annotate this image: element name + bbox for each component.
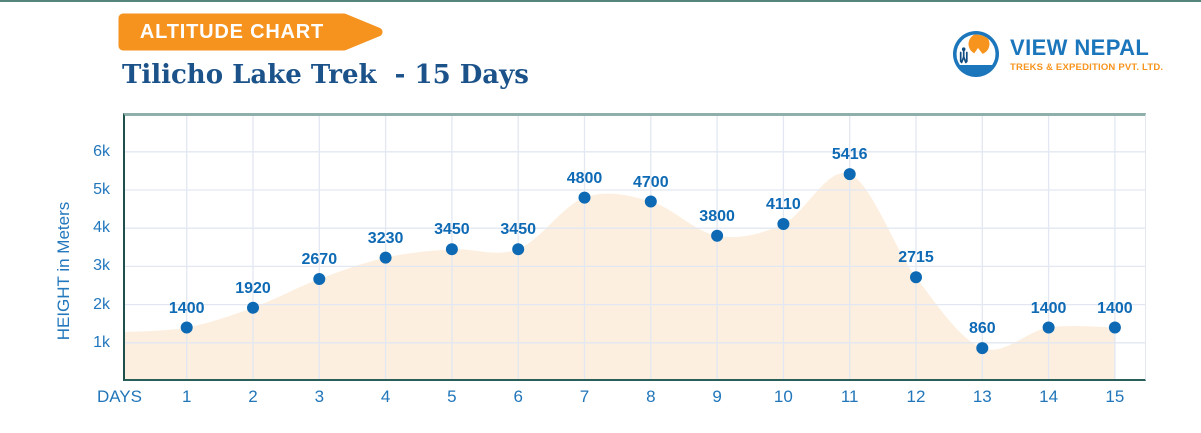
data-point-day-15	[1108, 321, 1121, 334]
area-fill	[123, 173, 1115, 381]
data-point-day-2	[247, 301, 259, 314]
data-label-day-2: 1920	[235, 279, 271, 297]
y-tick-2k: 2k	[93, 295, 110, 313]
x-tick-2: 2	[248, 387, 258, 406]
y-tick-3k: 3k	[93, 257, 110, 275]
data-point-day-3	[313, 273, 326, 285]
data-label-day-9: 3800	[699, 207, 735, 225]
chart-title: Tilicho Lake Trek - 15 Days	[122, 60, 529, 90]
data-point-day-5	[445, 243, 458, 256]
data-label-day-1: 1400	[168, 299, 205, 317]
data-point-day-4	[379, 251, 392, 264]
x-tick-13: 13	[972, 387, 992, 406]
x-tick-11: 11	[840, 387, 859, 406]
data-label-day-6: 3450	[500, 221, 536, 239]
x-tick-4: 4	[380, 387, 391, 406]
y-tick-5k: 5k	[93, 181, 110, 198]
data-point-day-10	[777, 218, 790, 230]
data-point-day-12	[910, 271, 922, 284]
x-tick-12: 12	[906, 387, 926, 406]
top-accent-bar	[0, 0, 1201, 2]
x-tick-14: 14	[1039, 387, 1059, 406]
x-tick-10: 10	[773, 387, 793, 406]
y-tick-6k: 6k	[93, 142, 110, 160]
data-label-day-7: 4800	[566, 169, 603, 187]
data-point-day-14	[1042, 321, 1055, 334]
data-label-day-12: 2715	[898, 249, 934, 267]
data-point-day-13	[976, 342, 989, 355]
x-axis-label: DAYS	[96, 387, 142, 406]
banner-label: ALTITUDE CHART	[139, 21, 325, 43]
data-point-day-1	[180, 321, 193, 334]
data-label-day-10: 4110	[766, 196, 801, 213]
altitude-chart-banner: ALTITUDE CHART	[118, 13, 386, 51]
x-tick-5: 5	[447, 387, 457, 406]
data-point-day-8	[644, 195, 657, 208]
x-tick-7: 7	[579, 387, 590, 406]
data-point-day-11	[843, 168, 856, 181]
data-label-day-13: 860	[968, 320, 996, 338]
data-label-day-11: 5416	[831, 146, 868, 164]
logo-text: VIEW NEPAL TREKS & EXPEDITION PVT. LTD.	[1010, 34, 1164, 73]
data-label-day-5: 3450	[434, 221, 470, 239]
x-tick-15: 15	[1105, 387, 1125, 406]
x-tick-1: 1	[181, 387, 192, 406]
data-label-day-8: 4700	[633, 173, 669, 191]
data-point-day-7	[578, 191, 591, 204]
x-tick-3: 3	[314, 387, 325, 406]
logo-tagline: TREKS & EXPEDITION PVT. LTD.	[1010, 61, 1164, 73]
x-tick-9: 9	[712, 387, 722, 406]
y-tick-4k: 4k	[93, 219, 110, 237]
data-label-day-3: 2670	[301, 251, 338, 268]
data-point-day-6	[512, 243, 525, 256]
x-tick-6: 6	[513, 387, 523, 406]
data-label-day-15: 1400	[1097, 299, 1133, 317]
banner-ribbon-shape	[118, 13, 383, 51]
data-label-day-14: 1400	[1030, 299, 1067, 317]
company-logo[interactable]: VIEW NEPAL TREKS & EXPEDITION PVT. LTD.	[951, 29, 1163, 79]
plot-area	[123, 113, 1146, 381]
x-tick-8: 8	[646, 387, 656, 406]
logo-company-name: VIEW NEPAL	[1010, 34, 1150, 60]
data-label-day-4: 3230	[367, 229, 404, 247]
y-tick-1k: 1k	[93, 333, 110, 351]
data-point-day-9	[711, 229, 724, 242]
logo-mountain-icon	[953, 31, 999, 77]
